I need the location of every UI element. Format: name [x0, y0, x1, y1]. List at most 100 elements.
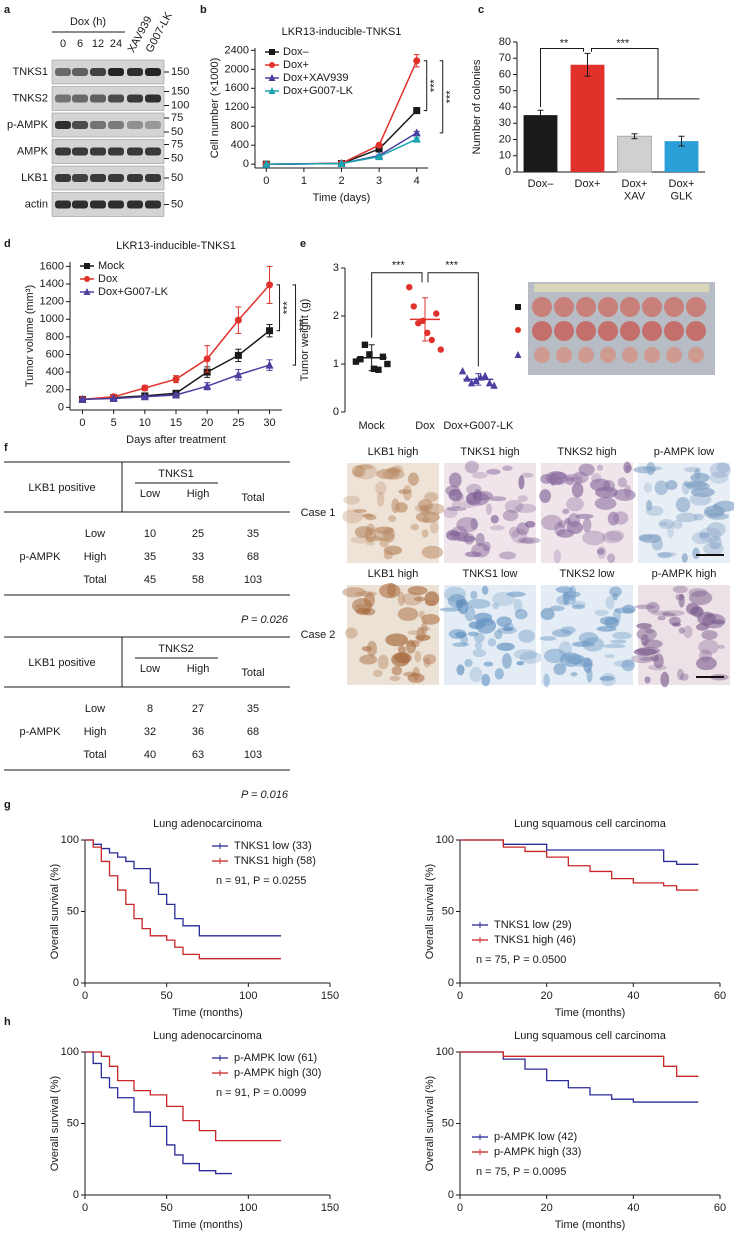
blot-band — [72, 121, 88, 129]
ihc-texture — [513, 599, 523, 613]
ihc-texture — [602, 531, 623, 544]
ihc-texture — [605, 530, 625, 542]
ihc-texture — [520, 538, 535, 544]
ihc-texture — [502, 653, 512, 669]
ihc-texture — [472, 471, 488, 479]
group-marker — [515, 304, 521, 310]
ihc-texture — [600, 672, 616, 687]
y-tick-label: 100 — [436, 1046, 454, 1058]
ihc-texture — [645, 500, 653, 512]
significance-label: *** — [297, 318, 309, 332]
x-tick-label: 50 — [161, 1202, 173, 1214]
ihc-texture — [572, 600, 586, 608]
x-tick-label: 100 — [239, 990, 257, 1002]
ihc-texture — [397, 645, 406, 654]
tumor — [620, 297, 640, 317]
panel-letter: f — [4, 442, 8, 454]
ihc-texture — [654, 480, 669, 496]
blot-band — [127, 94, 143, 103]
ihc-texture — [607, 511, 620, 526]
ihc-texture — [402, 592, 423, 606]
data-point — [379, 353, 387, 360]
x-axis-label: Time (months) — [172, 1219, 243, 1231]
table-row-label: High — [84, 551, 107, 563]
blot-band — [72, 174, 88, 182]
data-point — [337, 158, 346, 167]
y-tick-label: 1600 — [225, 82, 249, 94]
ihc-texture — [582, 530, 606, 546]
y-tick-label: 0 — [505, 166, 511, 178]
legend-marker — [84, 263, 90, 269]
data-point — [140, 392, 149, 401]
y-axis-label: Number of colonies — [471, 59, 483, 154]
y-tick-label: 400 — [46, 366, 64, 378]
ihc-texture — [650, 654, 660, 662]
y-tick-label: 50 — [67, 1117, 79, 1129]
blot-row-label: actin — [25, 198, 48, 210]
ihc-texture — [686, 481, 710, 491]
y-axis-label: Cell number (×1000) — [209, 58, 221, 159]
ihc-texture — [553, 549, 561, 564]
blot-band — [127, 174, 143, 182]
table-column: Low — [140, 488, 160, 500]
ihc-texture — [460, 633, 468, 646]
x-tick-label: 40 — [627, 990, 639, 1002]
data-point — [410, 303, 417, 310]
blot-band — [72, 200, 88, 209]
significance-bracket — [591, 48, 659, 99]
legend-label: Dox+G007-LK — [283, 85, 354, 97]
ihc-texture — [473, 632, 485, 643]
ihc-texture — [445, 485, 461, 496]
data-point — [433, 310, 440, 317]
table-row-group: p-AMPK — [20, 551, 62, 563]
ihc-texture — [609, 586, 622, 597]
ihc-texture — [414, 650, 422, 663]
legend-label: TNKS1 high (58) — [234, 855, 316, 867]
ihc-texture — [386, 582, 397, 597]
y-tick-label: 1200 — [40, 296, 64, 308]
legend-label: TNKS1 low (29) — [494, 919, 572, 931]
tumor — [578, 347, 594, 363]
chart-title: LKR13-inducible-TNKS1 — [282, 26, 402, 38]
chart-title: Lung squamous cell carcinoma — [514, 1030, 667, 1042]
ihc-texture — [421, 545, 444, 559]
table-corner: LKB1 positive — [28, 482, 95, 494]
table-cell: 35 — [144, 551, 156, 563]
data-point — [467, 379, 476, 387]
panel-letter: g — [4, 799, 11, 811]
ihc-texture — [382, 527, 395, 543]
significance-label: *** — [281, 301, 293, 315]
significance-label: ** — [560, 38, 569, 50]
annotation: n = 75, P = 0.0500 — [476, 954, 566, 966]
legend-label: Mock — [98, 260, 125, 272]
blot-band — [145, 147, 161, 156]
chart-title: Lung adenocarcinoma — [153, 818, 263, 830]
table-column: Low — [140, 663, 160, 675]
series-line — [82, 330, 270, 401]
survival-curve — [460, 839, 699, 891]
ihc-texture — [610, 639, 627, 644]
ihc-texture — [658, 519, 675, 529]
significance-bracket — [292, 284, 297, 366]
x-tick-label: 4 — [414, 175, 420, 187]
table-column: High — [187, 663, 210, 675]
ihc-texture — [464, 460, 479, 474]
case-label: Case 1 — [301, 507, 336, 519]
ihc-texture — [562, 591, 581, 598]
ihc-texture — [701, 630, 718, 640]
blot-row-label: TNKS1 — [13, 66, 48, 78]
ihc-texture — [415, 634, 431, 641]
ihc-texture — [640, 656, 652, 662]
ihc-texture — [472, 648, 487, 658]
tumor — [554, 321, 574, 341]
y-tick-label: 3 — [333, 262, 339, 274]
ihc-texture — [686, 602, 699, 615]
ihc-texture — [389, 675, 401, 682]
ihc-texture — [613, 608, 621, 623]
data-point — [458, 367, 467, 375]
ihc-texture — [407, 585, 428, 595]
ihc-texture — [364, 527, 377, 543]
x-tick-label: 2 — [338, 175, 344, 187]
ihc-texture — [678, 627, 685, 634]
ruler — [534, 284, 709, 292]
